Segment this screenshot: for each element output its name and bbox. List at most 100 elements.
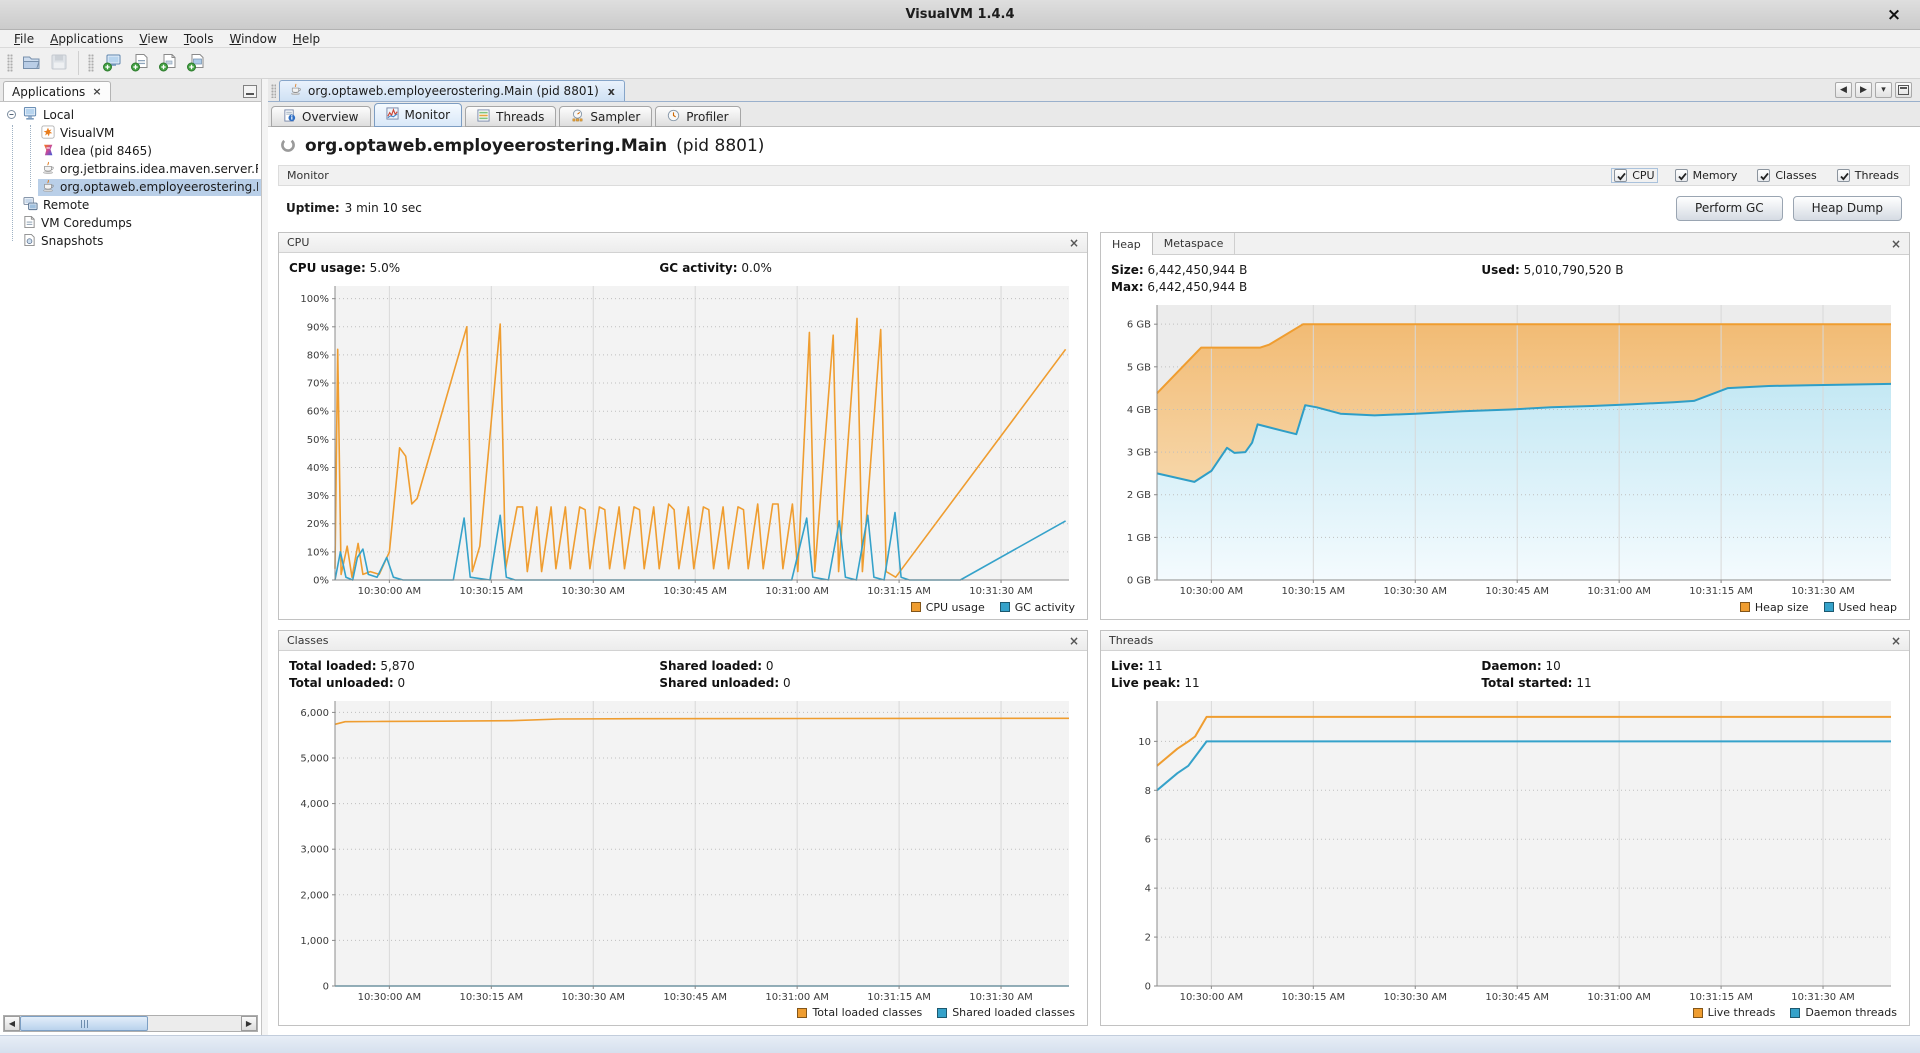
svg-text:10:31:15 AM: 10:31:15 AM xyxy=(867,992,931,1003)
tab-sampler[interactable]: Sampler xyxy=(559,106,653,127)
tab-profiler[interactable]: Profiler xyxy=(655,106,741,127)
svg-text:0: 0 xyxy=(1145,982,1151,993)
computer-icon xyxy=(23,106,38,124)
checkbox-classes[interactable]: Classes xyxy=(1755,169,1818,182)
tab-overview[interactable]: Overview xyxy=(271,106,371,127)
checkbox-label: Classes xyxy=(1775,169,1817,182)
tree-item-idea[interactable]: Idea (pid 8465) xyxy=(0,142,261,160)
window-close-button[interactable]: × xyxy=(1886,5,1902,25)
toolbar-grip xyxy=(7,54,13,72)
tab-scroll-left-button[interactable]: ◀ xyxy=(1835,82,1852,98)
sidebar-horizontal-scrollbar[interactable]: ◀ ▶ xyxy=(3,1015,258,1032)
add-snapshot-button[interactable] xyxy=(183,50,209,76)
intellij-idea-icon xyxy=(41,143,55,160)
add-vm-coredump-button[interactable] xyxy=(155,50,181,76)
tree-item-employeerostering[interactable]: org.optaweb.employeerostering.M xyxy=(0,178,261,196)
scrollbar-thumb[interactable] xyxy=(20,1016,149,1031)
heap-dump-button[interactable]: Heap Dump xyxy=(1792,195,1902,221)
tab-scroll-right-button[interactable]: ▶ xyxy=(1855,82,1872,98)
tab-employeerostering-main[interactable]: org.optaweb.employeerostering.Main (pid … xyxy=(279,80,625,101)
stat-value: 5,010,790,520 B xyxy=(1523,263,1624,277)
action-buttons: Perform GC Heap Dump xyxy=(1676,195,1902,221)
scroll-left-arrow-icon[interactable]: ◀ xyxy=(4,1016,20,1031)
tab-metaspace[interactable]: Metaspace xyxy=(1153,233,1236,254)
svg-text:0: 0 xyxy=(323,982,329,993)
legend-label: Used heap xyxy=(1838,600,1898,614)
svg-text:90%: 90% xyxy=(307,322,329,333)
menu-window[interactable]: Window xyxy=(229,31,277,46)
scrollbar-track[interactable] xyxy=(20,1016,241,1031)
tree-item-local[interactable]: Local xyxy=(0,106,261,124)
close-panel-icon[interactable]: × xyxy=(1068,235,1079,250)
tree-item-label: org.jetbrains.idea.maven.server.R xyxy=(60,162,258,176)
menu-tools[interactable]: Tools xyxy=(183,31,214,46)
checkbox-label: CPU xyxy=(1632,169,1655,182)
svg-text:0%: 0% xyxy=(313,576,329,587)
tree-item-remote[interactable]: Remote xyxy=(0,196,261,214)
applications-sidebar: Applications × Local xyxy=(0,79,262,1035)
uptime-value: 3 min 10 sec xyxy=(344,201,422,215)
tab-applications[interactable]: Applications × xyxy=(3,81,111,101)
stat-value: 0 xyxy=(782,676,791,691)
sidebar-tab-close-icon[interactable]: × xyxy=(92,85,102,98)
svg-text:30%: 30% xyxy=(307,491,329,502)
svg-text:10:30:45 AM: 10:30:45 AM xyxy=(1485,992,1549,1003)
stat-label: Live: xyxy=(1111,659,1144,674)
tree-item-vm-coredumps[interactable]: VM Coredumps xyxy=(0,214,261,232)
sidebar-splitter[interactable] xyxy=(262,79,268,1035)
menu-view[interactable]: View xyxy=(139,31,168,46)
perform-gc-button[interactable]: Perform GC xyxy=(1676,195,1783,221)
close-panel-icon[interactable]: × xyxy=(1068,633,1079,648)
tree-item-snapshots[interactable]: Snapshots xyxy=(0,232,261,250)
svg-text:0 GB: 0 GB xyxy=(1127,576,1151,587)
menu-applications[interactable]: Applications xyxy=(50,31,124,46)
menu-file[interactable]: File xyxy=(14,31,35,46)
monitor-view: org.optaweb.employeerostering.Main (pid … xyxy=(268,127,1920,1035)
add-jmx-connection-button[interactable] xyxy=(127,50,153,76)
close-panel-icon[interactable]: × xyxy=(1890,236,1901,251)
svg-text:3 GB: 3 GB xyxy=(1127,448,1151,459)
legend-label: Total loaded classes xyxy=(812,1006,923,1020)
load-snapshot-button[interactable] xyxy=(18,50,44,76)
monitor-section-bar: Monitor CPU Memory Classes xyxy=(278,165,1910,186)
close-panel-icon[interactable]: × xyxy=(1890,633,1901,648)
tab-threads[interactable]: Threads xyxy=(465,106,557,127)
sidebar-minimize-button[interactable] xyxy=(243,85,257,98)
save-snapshot-button[interactable] xyxy=(46,50,72,76)
spinner-icon xyxy=(280,137,296,156)
remote-icon xyxy=(23,196,38,214)
monitor-panels: CPU × CPU usage: 5.0% GC activity: 0.0% … xyxy=(278,230,1910,1035)
scroll-right-arrow-icon[interactable]: ▶ xyxy=(241,1016,257,1031)
stat-value: 5,870 xyxy=(380,659,415,674)
stat-value: 11 xyxy=(1147,659,1163,674)
menu-help[interactable]: Help xyxy=(292,31,321,46)
stat-label: Shared loaded: xyxy=(659,659,763,674)
svg-text:4: 4 xyxy=(1145,884,1151,895)
svg-text:10:30:30 AM: 10:30:30 AM xyxy=(561,586,625,597)
svg-text:10:30:15 AM: 10:30:15 AM xyxy=(1282,992,1346,1003)
tab-controls: ◀ ▶ ▾ xyxy=(1835,82,1920,101)
tab-list-dropdown-button[interactable]: ▾ xyxy=(1875,82,1892,98)
tab-close-icon[interactable]: x xyxy=(607,84,615,98)
svg-text:10:30:30 AM: 10:30:30 AM xyxy=(1383,992,1447,1003)
svg-text:6 GB: 6 GB xyxy=(1127,320,1151,331)
tree-item-visualvm[interactable]: VisualVM xyxy=(0,124,261,142)
svg-text:10:30:15 AM: 10:30:15 AM xyxy=(460,992,524,1003)
main-area: org.optaweb.employeerostering.Main (pid … xyxy=(268,79,1920,1035)
tree-item-maven-server[interactable]: org.jetbrains.idea.maven.server.R xyxy=(0,160,261,178)
expand-collapse-handle[interactable] xyxy=(6,109,17,120)
svg-text:4,000: 4,000 xyxy=(300,799,329,810)
stat-value: 0.0% xyxy=(741,261,772,275)
maximize-view-button[interactable] xyxy=(1895,82,1912,98)
tab-heap[interactable]: Heap xyxy=(1101,233,1153,255)
menubar: File Applications View Tools Window Help xyxy=(0,30,1920,48)
checkbox-cpu[interactable]: CPU xyxy=(1611,168,1658,183)
svg-text:60%: 60% xyxy=(307,407,329,418)
window-bottom-edge xyxy=(0,1035,1920,1053)
add-application-button[interactable] xyxy=(99,50,125,76)
checkbox-memory[interactable]: Memory xyxy=(1673,169,1740,182)
svg-text:10:30:30 AM: 10:30:30 AM xyxy=(1383,586,1447,597)
tab-monitor[interactable]: Monitor xyxy=(373,103,463,127)
checkbox-threads[interactable]: Threads xyxy=(1835,169,1901,182)
